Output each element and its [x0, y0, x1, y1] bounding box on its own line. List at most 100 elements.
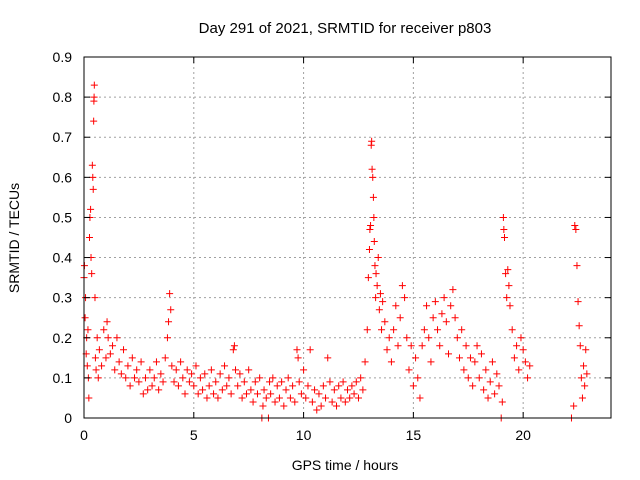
- data-point: [339, 378, 347, 386]
- data-point: [90, 93, 98, 101]
- data-point: [259, 402, 267, 410]
- data-point: [423, 302, 431, 310]
- data-point: [583, 370, 591, 378]
- data-point: [418, 342, 426, 350]
- data-point: [289, 382, 297, 390]
- data-point: [335, 382, 343, 390]
- data-point: [495, 382, 503, 390]
- data-point: [93, 334, 101, 342]
- x-tick-label: 15: [406, 427, 422, 443]
- data-point: [269, 374, 277, 382]
- data-point: [572, 225, 580, 233]
- data-point: [103, 318, 111, 326]
- data-point: [245, 366, 253, 374]
- data-point: [179, 374, 187, 382]
- data-point: [375, 306, 383, 314]
- data-point: [278, 378, 286, 386]
- data-point: [425, 334, 433, 342]
- data-point: [322, 394, 330, 402]
- data-point: [159, 378, 167, 386]
- data-point: [166, 290, 174, 298]
- data-point: [378, 326, 386, 334]
- data-point: [115, 358, 123, 366]
- data-point: [458, 326, 466, 334]
- data-point: [120, 346, 128, 354]
- data-point: [104, 334, 112, 342]
- data-point: [94, 374, 102, 382]
- data-point: [85, 234, 93, 241]
- data-point: [493, 370, 501, 378]
- data-point: [344, 386, 351, 394]
- data-point: [366, 225, 374, 233]
- data-point: [498, 398, 506, 406]
- data-point: [368, 165, 376, 173]
- data-point: [113, 334, 121, 342]
- grid: [84, 57, 611, 418]
- data-point: [370, 213, 378, 221]
- data-point: [462, 342, 470, 350]
- data-point: [83, 362, 91, 370]
- data-point: [407, 342, 415, 350]
- data-point: [519, 346, 527, 354]
- data-point: [311, 386, 319, 394]
- data-point: [242, 390, 250, 398]
- data-point: [194, 390, 202, 398]
- data-point: [500, 225, 508, 233]
- data-point: [214, 394, 222, 402]
- data-point: [403, 334, 411, 342]
- data-point: [501, 234, 509, 241]
- data-point: [385, 334, 393, 342]
- data-point: [524, 374, 532, 382]
- data-point: [574, 298, 582, 306]
- data-point: [381, 318, 389, 326]
- data-point: [102, 354, 110, 362]
- data-points: [80, 81, 591, 422]
- data-point: [486, 378, 494, 386]
- y-tick-label: 0.9: [53, 49, 73, 65]
- data-point: [464, 374, 472, 382]
- y-tick-label: 0.8: [53, 89, 73, 105]
- data-point: [89, 185, 97, 193]
- data-point: [150, 374, 158, 382]
- data-point: [469, 382, 477, 390]
- data-point: [92, 366, 100, 374]
- data-point: [484, 394, 492, 402]
- y-tick-label: 0.3: [53, 290, 73, 306]
- data-point: [207, 366, 215, 374]
- data-point: [369, 193, 377, 201]
- data-point: [256, 374, 264, 382]
- data-point: [148, 382, 156, 390]
- data-point: [455, 354, 463, 362]
- data-point: [434, 326, 442, 334]
- data-point: [284, 374, 292, 382]
- data-point: [513, 342, 521, 350]
- data-point: [515, 366, 523, 374]
- data-point: [571, 221, 579, 229]
- data-point: [357, 374, 365, 382]
- data-point: [379, 298, 387, 306]
- data-point: [330, 386, 338, 394]
- data-point: [247, 386, 255, 394]
- chart-title: Day 291 of 2021, SRMTID for receiver p80…: [199, 20, 492, 37]
- data-point: [365, 246, 373, 254]
- data-point: [223, 382, 231, 390]
- data-point: [308, 398, 316, 406]
- data-point: [205, 382, 213, 390]
- data-point: [436, 342, 444, 350]
- data-point: [155, 386, 163, 394]
- data-point: [370, 238, 378, 246]
- data-point: [505, 282, 513, 290]
- data-point: [337, 394, 345, 402]
- data-point: [91, 294, 99, 302]
- data-point: [416, 394, 424, 402]
- data-point: [306, 346, 314, 354]
- data-point: [230, 342, 238, 350]
- data-point: [98, 362, 106, 370]
- data-point: [324, 354, 332, 362]
- data-point: [582, 346, 590, 354]
- data-point: [328, 398, 336, 406]
- data-point: [262, 394, 270, 402]
- data-point: [398, 282, 406, 290]
